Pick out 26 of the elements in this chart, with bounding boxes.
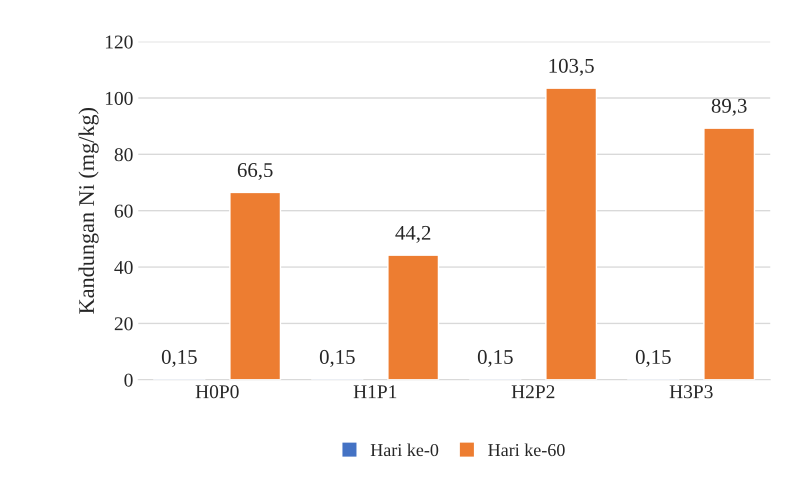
x-tick-label: H1P1 (354, 385, 396, 398)
bar (545, 87, 598, 380)
y-tick-label: 120 (106, 35, 133, 49)
bar (387, 254, 440, 380)
y-tick-label: 0 (124, 374, 133, 387)
data-label: 0,15 (636, 350, 671, 367)
data-label: 89,3 (712, 98, 747, 116)
data-label: 0,15 (478, 350, 513, 367)
y-tick-label: 40 (114, 260, 133, 274)
data-label: 0,15 (162, 350, 197, 367)
bar (703, 127, 756, 380)
y-tick-label: 100 (106, 92, 133, 105)
x-tick-label: H0P0 (196, 385, 239, 398)
data-label: 103,5 (550, 58, 594, 76)
x-tick-label: H3P3 (670, 385, 713, 398)
x-tick-label: H2P2 (512, 385, 554, 398)
data-label: 66,5 (238, 163, 273, 180)
data-label: 44,2 (395, 226, 430, 243)
legend-label: Hari ke-60 (488, 443, 565, 456)
data-label: 0,15 (320, 350, 355, 367)
y-axis-title: Kandungan Ni (mg/kg) (78, 108, 99, 314)
y-tick-label: 80 (114, 148, 133, 162)
y-tick-label: 20 (114, 317, 133, 330)
legend-label: Hari ke-0 (370, 443, 438, 456)
y-tick-label: 60 (114, 204, 133, 218)
bar (229, 192, 282, 380)
